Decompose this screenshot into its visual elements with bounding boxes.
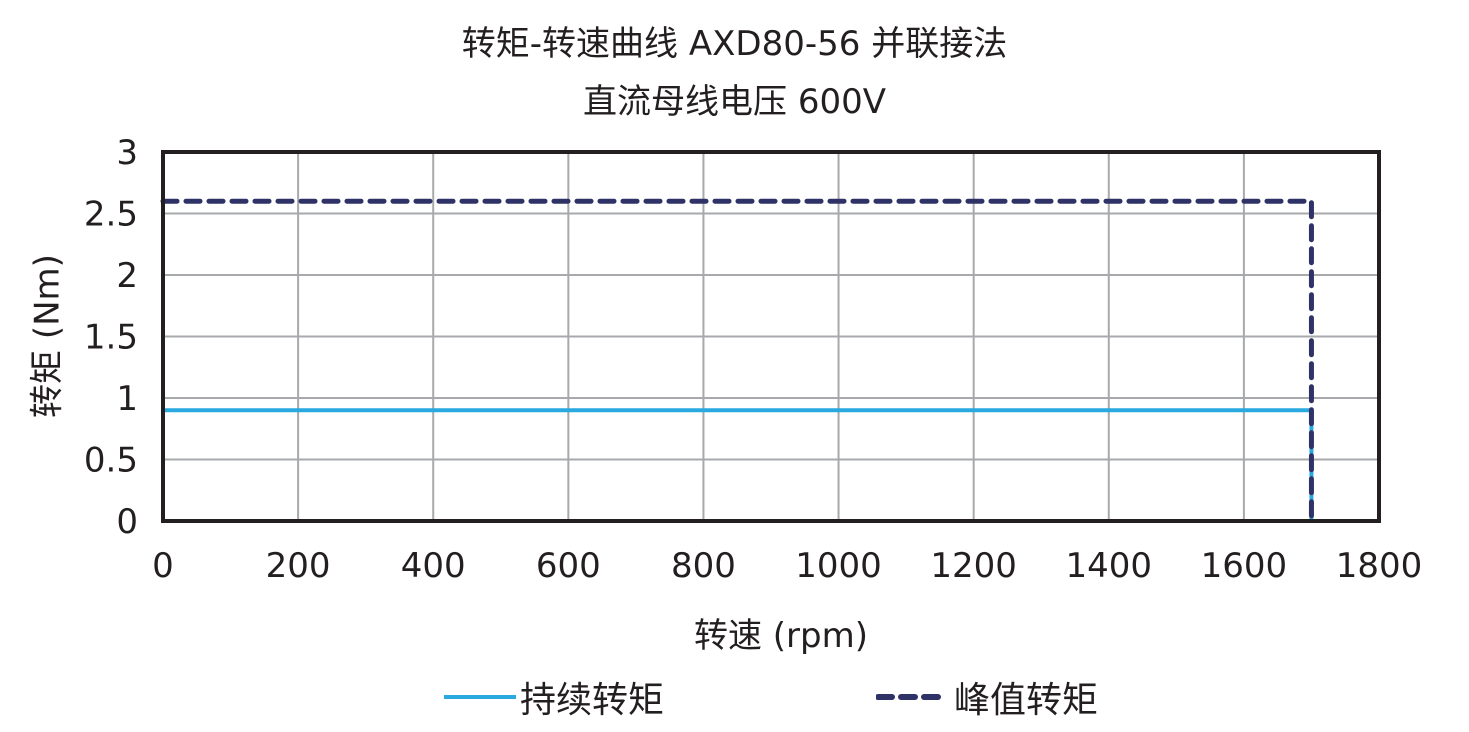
- x-tick-label: 0: [152, 546, 174, 586]
- x-tick-label: 400: [401, 546, 466, 586]
- x-tick-label: 1800: [1336, 546, 1423, 586]
- x-tick-label: 1200: [930, 546, 1017, 586]
- legend-item-continuous: 持续转矩: [444, 671, 664, 723]
- y-tick-label: 1: [116, 379, 138, 419]
- x-tick-label: 800: [671, 546, 736, 586]
- x-tick-label: 200: [266, 546, 331, 586]
- chart-subtitle: 直流母线电压 600V: [583, 82, 886, 122]
- y-tick-label: 0.5: [84, 441, 138, 481]
- x-tick-label: 1400: [1066, 546, 1153, 586]
- x-tick-label: 1000: [795, 546, 882, 586]
- y-axis-label: 转矩 (Nm): [27, 254, 68, 418]
- legend-label-continuous: 持续转矩: [520, 680, 665, 721]
- legend-label-peak: 峰值转矩: [954, 680, 1099, 721]
- plot-frame: [161, 150, 1381, 523]
- y-tick-label: 3: [116, 133, 138, 173]
- x-axis-label: 转速 (rpm): [693, 616, 869, 656]
- y-tick-label: 2.5: [84, 195, 138, 235]
- legend-dashed-line-icon: [876, 694, 948, 700]
- chart-title: 转矩-转速曲线 AXD80-56 并联接法: [461, 24, 1008, 64]
- continuous-torque-line: [163, 408, 1314, 521]
- x-tick-label: 600: [536, 546, 601, 586]
- legend-item-peak: 峰值转矩: [876, 671, 1098, 723]
- y-tick-label: 0: [116, 502, 138, 542]
- y-tick-label: 1.5: [84, 318, 138, 358]
- legend-solid-line-icon: [444, 695, 516, 699]
- y-tick-label: 2: [116, 256, 138, 296]
- x-tick-label: 1600: [1201, 546, 1288, 586]
- peak-torque-line: [160, 198, 1314, 524]
